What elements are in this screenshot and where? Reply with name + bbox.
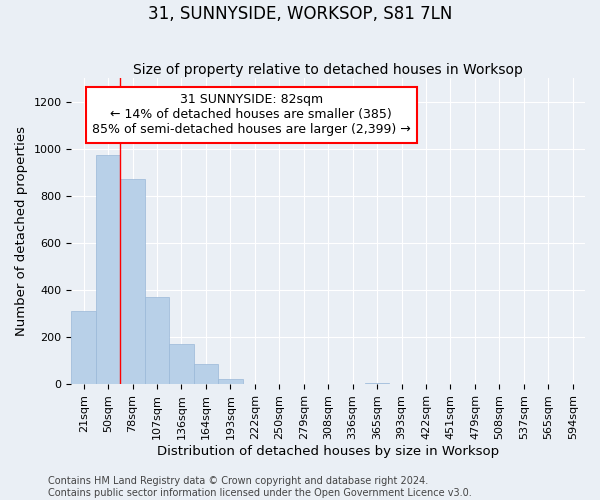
Text: 31, SUNNYSIDE, WORKSOP, S81 7LN: 31, SUNNYSIDE, WORKSOP, S81 7LN [148, 5, 452, 23]
Bar [194, 364, 218, 384]
X-axis label: Distribution of detached houses by size in Worksop: Distribution of detached houses by size … [157, 444, 499, 458]
Title: Size of property relative to detached houses in Worksop: Size of property relative to detached ho… [133, 63, 523, 77]
Bar [169, 344, 194, 384]
Text: 31 SUNNYSIDE: 82sqm
← 14% of detached houses are smaller (385)
85% of semi-detac: 31 SUNNYSIDE: 82sqm ← 14% of detached ho… [92, 94, 410, 136]
Bar [121, 180, 145, 384]
Text: Contains HM Land Registry data © Crown copyright and database right 2024.
Contai: Contains HM Land Registry data © Crown c… [48, 476, 472, 498]
Bar [365, 383, 389, 384]
Bar [145, 297, 169, 384]
Y-axis label: Number of detached properties: Number of detached properties [15, 126, 28, 336]
Bar [96, 154, 121, 384]
Bar [71, 311, 96, 384]
Bar [218, 380, 242, 384]
